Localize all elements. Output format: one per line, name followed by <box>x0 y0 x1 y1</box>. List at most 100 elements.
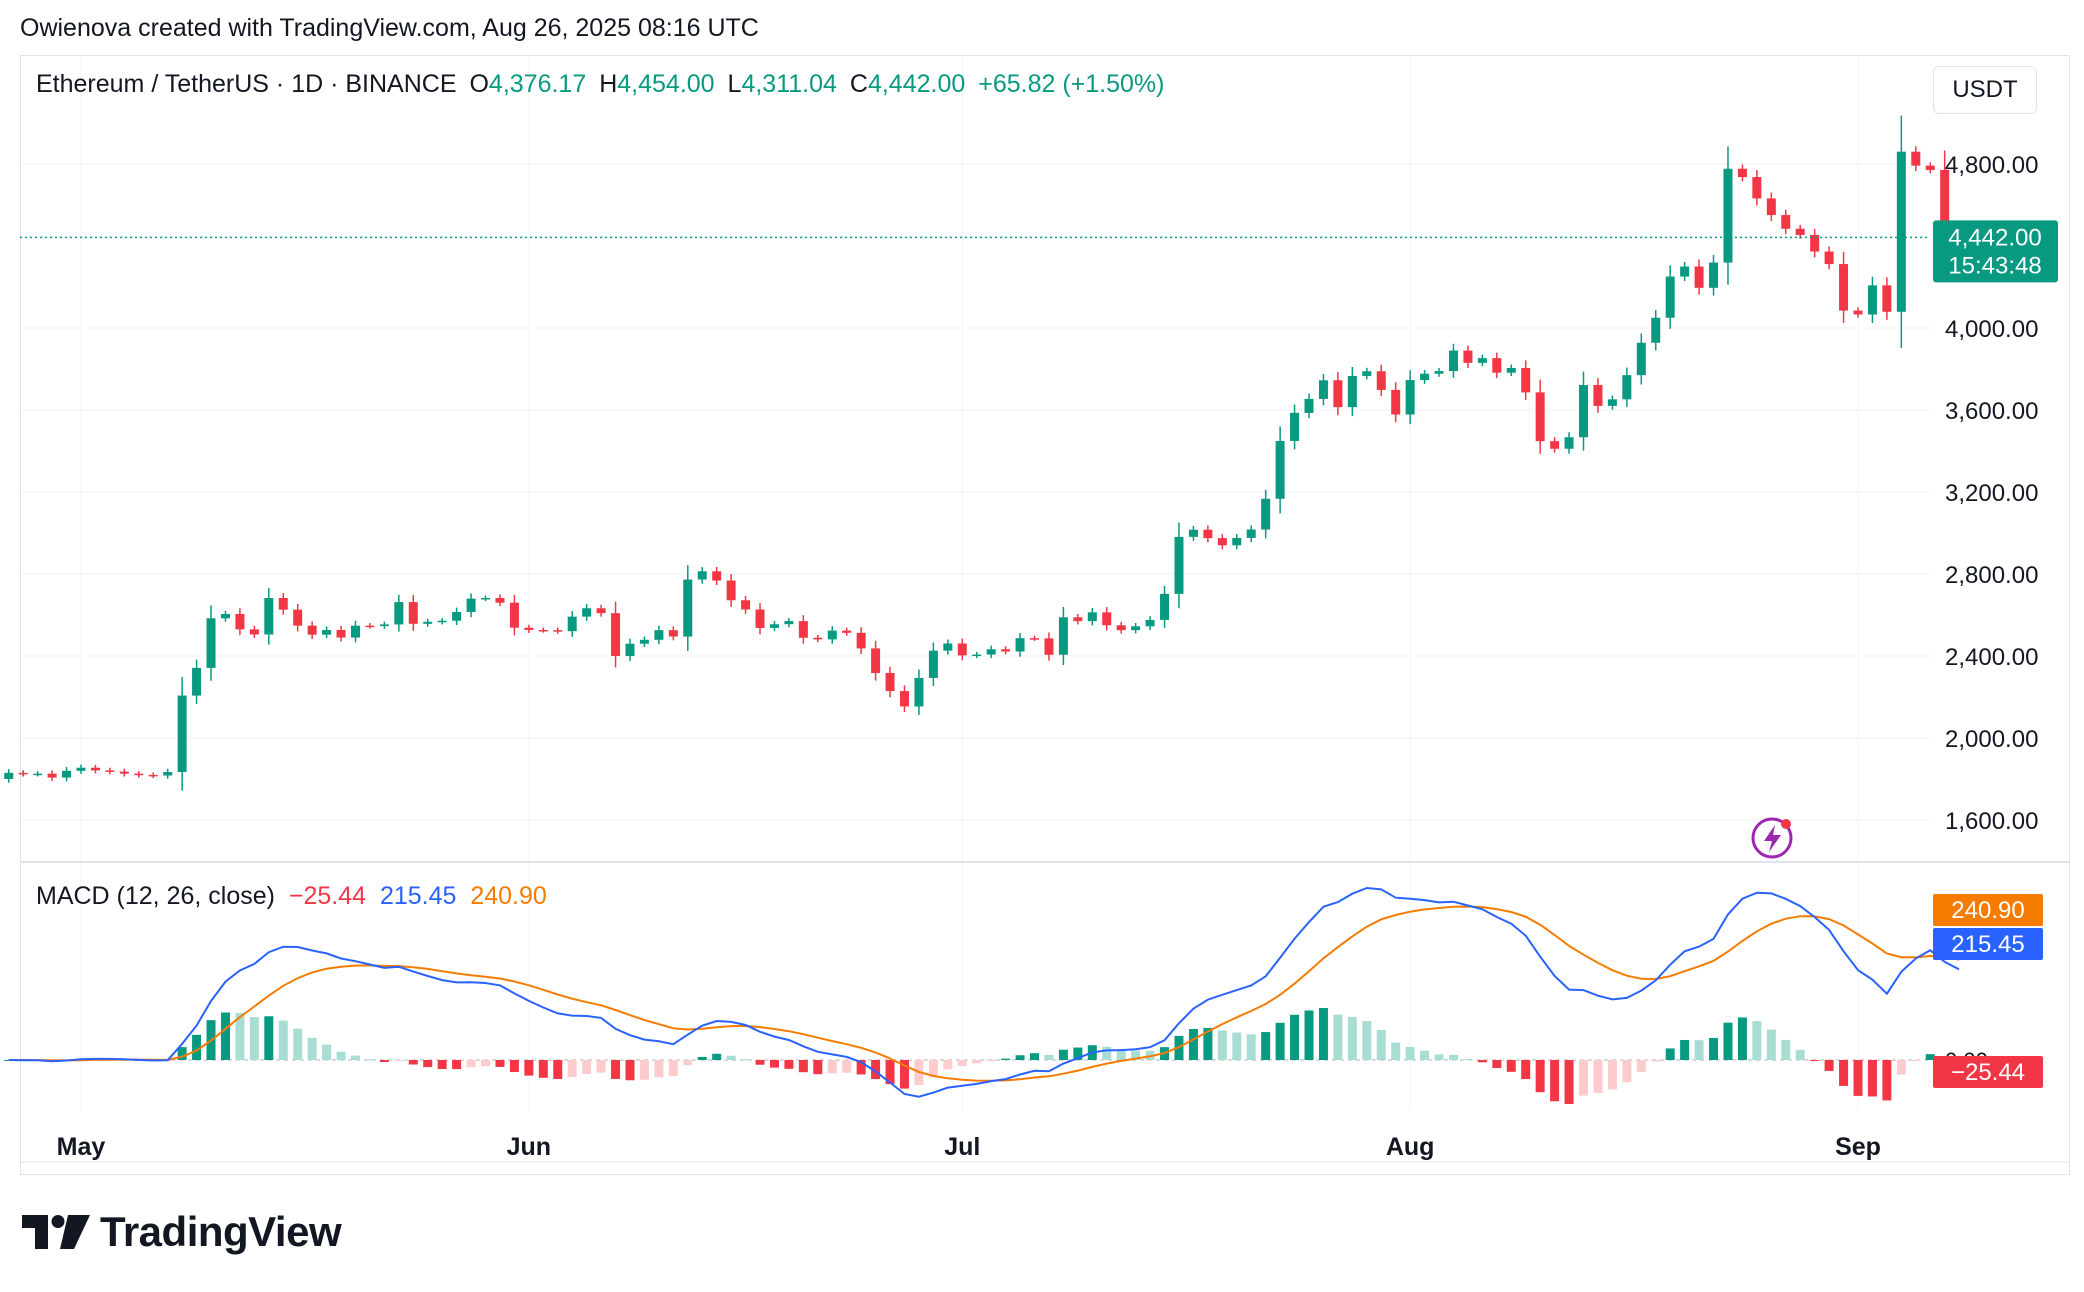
candle-body <box>1636 342 1646 376</box>
lightning-bolt-icon <box>1764 825 1781 852</box>
candle-body <box>899 691 909 707</box>
candle-body <box>726 580 736 601</box>
candle-body <box>1001 649 1011 652</box>
candle-body <box>712 571 722 581</box>
macd-histogram-bar <box>1102 1046 1112 1060</box>
candle-body <box>336 629 346 638</box>
candle-body <box>1579 384 1589 438</box>
countdown-text: 15:43:48 <box>1948 252 2041 279</box>
time-axis-label: May <box>57 1133 106 1161</box>
macd-histogram-bar <box>1535 1060 1545 1093</box>
candle-body <box>1911 151 1921 166</box>
candle-body <box>986 649 996 655</box>
macd-line-tag-bg <box>1933 928 2043 960</box>
macd-histogram-bar <box>1463 1059 1473 1061</box>
high-label: H <box>599 70 618 98</box>
candle-body <box>1391 389 1401 415</box>
macd-histogram-bar <box>654 1060 664 1078</box>
candle-body <box>148 774 158 777</box>
macd-histogram-tag-bg <box>1933 1056 2043 1088</box>
candle-body <box>1347 375 1357 408</box>
macd-histogram-bar <box>1622 1060 1632 1083</box>
macd-histogram-bar <box>1911 1060 1921 1062</box>
candle-body <box>928 650 938 678</box>
candle-body <box>379 624 389 627</box>
candle-body <box>639 639 649 644</box>
macd-histogram-bar <box>582 1060 592 1074</box>
candle-body <box>567 616 577 632</box>
macd-histogram-bar <box>986 1060 996 1061</box>
macd-histogram-bar <box>1651 1060 1661 1062</box>
macd-line <box>8 886 1960 1098</box>
candle-body <box>524 627 534 630</box>
macd-histogram-bar <box>827 1060 837 1074</box>
macd-line-value: 215.45 <box>379 882 457 910</box>
macd-histogram-bar <box>524 1060 534 1076</box>
macd-histogram-bar <box>1564 1060 1574 1104</box>
macd-histogram-bar <box>668 1060 678 1077</box>
price-axis-label: 3,200.00 <box>1945 480 2038 507</box>
macd-histogram-bar <box>755 1060 765 1065</box>
macd-signal-line <box>8 905 1960 1082</box>
candle-body <box>1376 371 1386 390</box>
macd-histogram-bar <box>1636 1060 1646 1072</box>
last-price-tag <box>1933 220 2058 283</box>
macd-histogram-value: −25.44 <box>288 882 367 910</box>
currency-button[interactable]: USDT <box>1933 66 2037 114</box>
candle-body <box>33 773 43 776</box>
macd-histogram-bar <box>481 1060 491 1067</box>
price-axis-label: 4,000.00 <box>1945 316 2038 343</box>
price-axis-label: 1,600.00 <box>1945 808 2038 835</box>
macd-histogram-bar <box>1405 1046 1415 1060</box>
time-axis-label: Jun <box>507 1133 551 1161</box>
candle-body <box>1781 215 1791 229</box>
candle-body <box>697 571 707 580</box>
tradingview-logo[interactable]: TradingView <box>22 1208 342 1256</box>
macd-signal-tag: 240.90 <box>1951 897 2024 924</box>
macd-histogram-bar <box>1131 1050 1141 1060</box>
candle-body <box>755 609 765 628</box>
candle-body <box>1116 625 1126 631</box>
macd-histogram-bar <box>1824 1060 1834 1071</box>
macd-histogram-bar <box>1810 1060 1820 1061</box>
brand-name: TradingView <box>100 1208 342 1255</box>
macd-histogram-bar <box>1434 1054 1444 1060</box>
candle-body <box>1261 498 1271 530</box>
candle-body <box>1492 358 1502 373</box>
macd-histogram-bar <box>596 1060 606 1073</box>
open-value: 4,376.17 <box>488 70 587 98</box>
candle-body <box>1622 375 1632 400</box>
candle-body <box>1564 437 1574 449</box>
candle-body <box>1694 266 1704 288</box>
candle-body <box>1073 617 1083 622</box>
macd-histogram-bar <box>1680 1039 1690 1060</box>
macd-histogram-bar <box>871 1060 881 1080</box>
macd-histogram-bar <box>4 1060 14 1061</box>
candle-body <box>220 613 230 619</box>
macd-histogram-tag: −25.44 <box>1951 1059 2025 1086</box>
candle-body <box>856 632 866 649</box>
macd-title[interactable]: MACD (12, 26, close) <box>36 882 275 910</box>
candle-body <box>914 677 924 707</box>
candle-body <box>1362 371 1372 376</box>
candle-body <box>1044 638 1054 655</box>
lightning-icon[interactable] <box>1751 817 1793 859</box>
candle-body <box>769 624 779 628</box>
symbol-title[interactable]: Ethereum / TetherUS · 1D · BINANCE <box>36 70 457 98</box>
macd-histogram-bar <box>1217 1030 1227 1060</box>
macd-histogram-bar <box>350 1055 360 1060</box>
macd-histogram-bar <box>1333 1014 1343 1060</box>
macd-histogram-bar <box>1521 1060 1531 1080</box>
candle-body <box>177 695 187 773</box>
macd-histogram-bar <box>928 1060 938 1077</box>
macd-histogram-bar <box>538 1060 548 1078</box>
time-axis-label: Aug <box>1386 1133 1435 1161</box>
macd-histogram-bar <box>278 1020 288 1060</box>
macd-histogram-bar <box>379 1060 389 1062</box>
low-label: L <box>727 70 742 98</box>
candle-body <box>538 629 548 632</box>
macd-histogram-bar <box>1246 1034 1256 1060</box>
candle-body <box>1709 262 1719 288</box>
